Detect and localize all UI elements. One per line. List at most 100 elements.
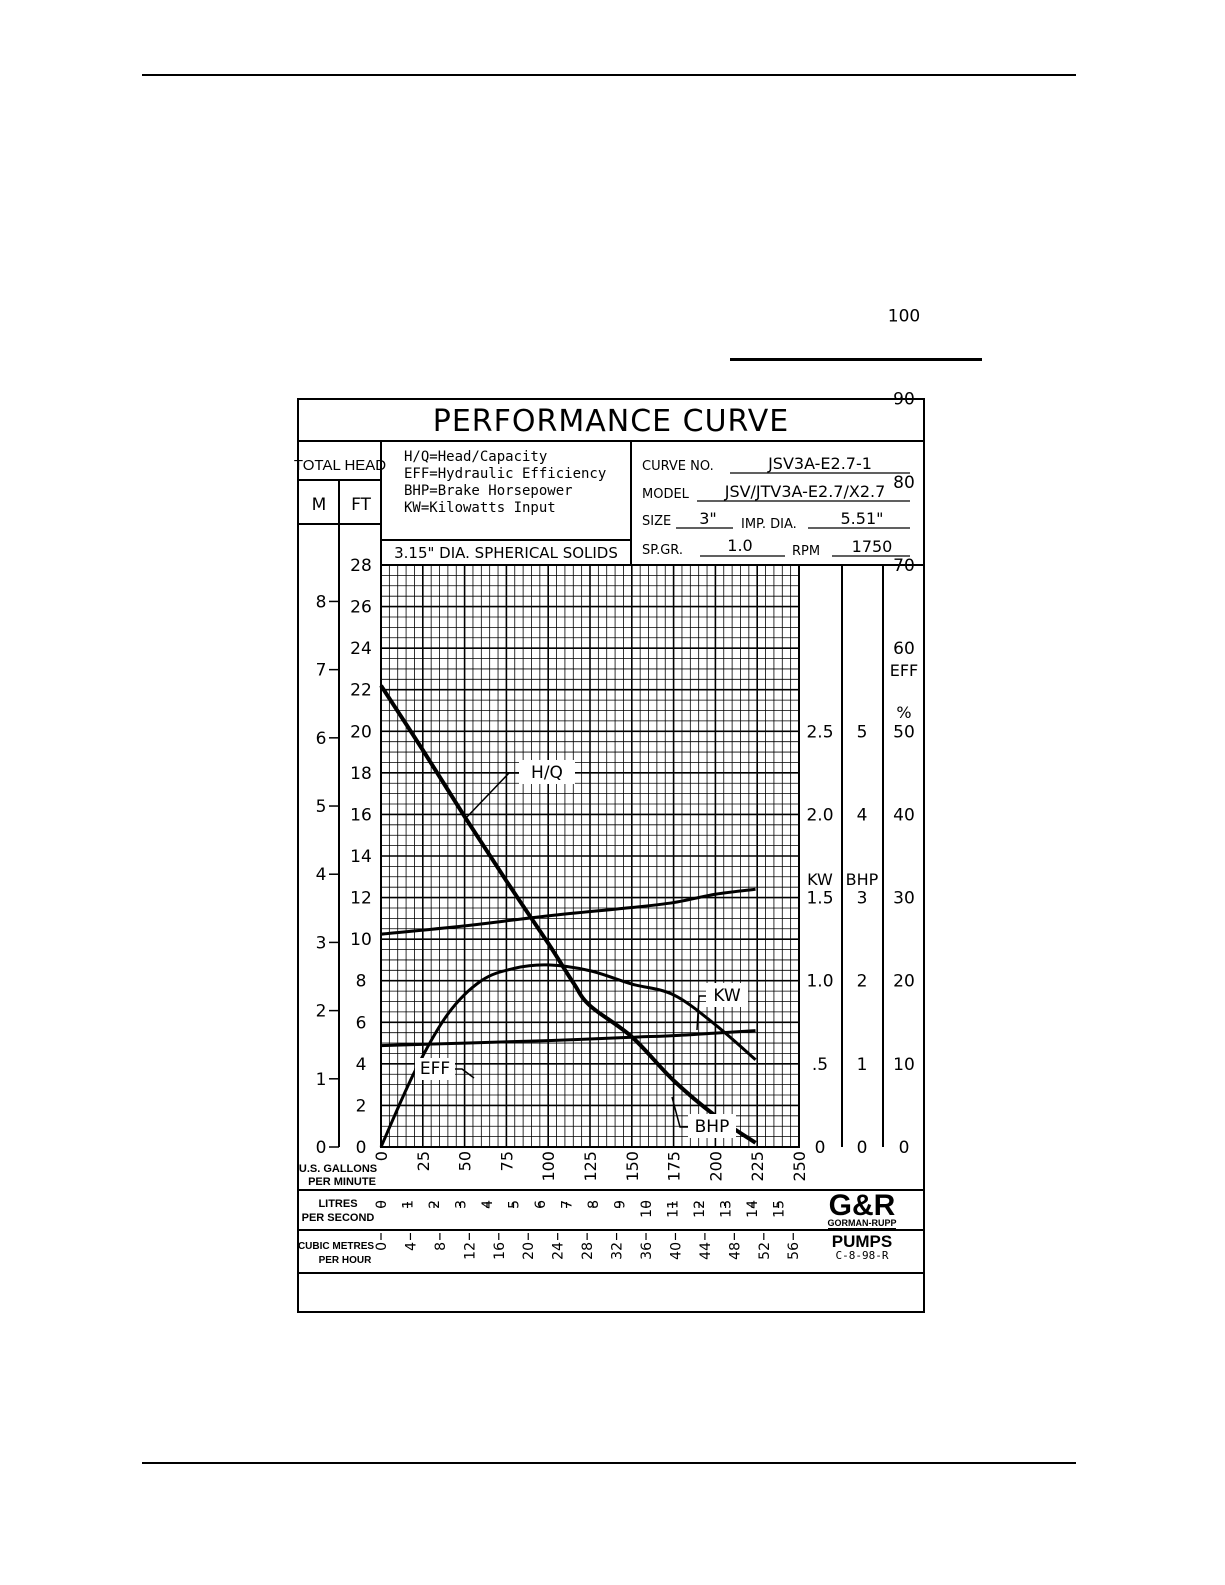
lps-tick-label: 6 [533, 1200, 549, 1209]
kw-tick-label: 2.5 [806, 722, 833, 742]
ft-tick-label: 10 [350, 930, 372, 950]
ft-tick-label: 22 [350, 681, 372, 701]
bhp-curve [380, 1029, 756, 1048]
cmh-tick-label: 28 [580, 1242, 596, 1260]
eff-tick-label: 10 [893, 1055, 915, 1075]
bhp-tick-label: 3 [857, 889, 868, 909]
m-tick-label: 3 [316, 933, 327, 953]
m-tick-label: 1 [316, 1070, 327, 1090]
m-tick-label: 0 [316, 1138, 327, 1158]
lps-tick-label: 0 [374, 1200, 390, 1209]
bhp-tick-label: 0 [857, 1138, 868, 1158]
legend-line-3: BHP=Brake Horsepower [404, 483, 573, 499]
ft-tick-label: 12 [350, 889, 372, 909]
legend-line-1: H/Q=Head/Capacity [404, 449, 547, 465]
ft-tick-label: 6 [356, 1013, 367, 1033]
m-tick-label: 7 [316, 661, 327, 681]
cmh-axis-label-2: PER HOUR [319, 1255, 373, 1266]
chart-curves: H/Q KW EFF BHP [379, 684, 757, 1148]
lps-tick-label: 14 [745, 1200, 761, 1218]
eff-label: EFF [420, 1059, 450, 1079]
gpm-tick-label: 125 [581, 1151, 600, 1182]
cmh-axis-label-1: CUBIC METRES [298, 1241, 374, 1252]
cmh-tick-label: 56 [786, 1242, 802, 1260]
legend-line-2: EFF=Hydraulic Efficiency [404, 466, 606, 482]
m-tick-label: 6 [316, 729, 327, 749]
legend-line-4: KW=Kilowatts Input [404, 500, 556, 516]
bhp-tick-label: 1 [857, 1055, 868, 1075]
hq-label: H/Q [531, 763, 563, 783]
ft-tick-label: 8 [356, 972, 367, 992]
ft-tick-label: 4 [356, 1055, 367, 1075]
imp-dia-label: IMP. DIA. [741, 517, 797, 532]
solids-note: 3.15" DIA. SPHERICAL SOLIDS [394, 544, 618, 562]
bhp-tick-label: 2 [857, 972, 868, 992]
cmh-tick-label: 12 [462, 1242, 478, 1260]
kw-tick-label: 1.5 [806, 889, 833, 909]
ft-tick-label: 26 [350, 598, 372, 618]
curve-no-label: CURVE NO. [642, 459, 714, 474]
lps-tick-label: 8 [586, 1200, 602, 1209]
sp-gr-label: SP.GR. [642, 543, 683, 558]
ft-tick-label: 2 [356, 1096, 367, 1116]
lps-tick-label: 3 [454, 1200, 470, 1209]
eff-tick-label: 30 [893, 889, 915, 909]
cmh-tick-label: 48 [727, 1242, 743, 1260]
ft-tick-label: 28 [350, 556, 372, 576]
gpm-axis-label-2: PER MINUTE [308, 1176, 376, 1188]
gpm-axis-label-1: U.S. GALLONS [299, 1163, 377, 1175]
logo-name: GORMAN-RUPP [828, 1218, 897, 1228]
logo-code: C-8-98-R [836, 1249, 889, 1262]
eff-tick-label: 50 [893, 722, 915, 742]
cmh-tick-label: 8 [433, 1242, 449, 1251]
cmh-tick-label: 40 [668, 1242, 684, 1260]
model-value: JSV/JTV3A-E2.7/X2.7 [724, 482, 886, 501]
kw-label: KW [713, 986, 741, 1006]
gpm-tick-label: 0 [372, 1151, 391, 1161]
bhp-scale-title: BHP [846, 870, 879, 889]
feet-label: FT [351, 495, 371, 515]
cmh-tick-label: 44 [698, 1242, 714, 1260]
sp-gr-value: 1.0 [727, 536, 752, 555]
rpm-label: RPM [792, 544, 820, 559]
cmh-tick-label: 20 [521, 1242, 537, 1260]
gpm-tick-label: 200 [706, 1151, 725, 1182]
eff-tick-label: 0 [899, 1138, 910, 1158]
ft-tick-label: 0 [356, 1138, 367, 1158]
model-label: MODEL [642, 487, 690, 502]
eff-tick-label: 100 [888, 307, 920, 327]
gpm-tick-label: 150 [623, 1151, 642, 1182]
m-tick-label: 2 [316, 1002, 327, 1022]
ft-tick-label: 24 [350, 639, 372, 659]
cmh-tick-label: 16 [492, 1242, 508, 1260]
eff-percent-label: % [896, 703, 911, 722]
page-bottom-rule [142, 1462, 1076, 1464]
lps-tick-label: 5 [507, 1200, 523, 1209]
rpm-value: 1750 [852, 537, 893, 556]
kw-label-bg [706, 983, 748, 1007]
gpm-tick-label: 250 [790, 1151, 809, 1182]
hq-label-bg [519, 760, 575, 784]
hq-curve [379, 684, 757, 1145]
eff-tick-label: 20 [893, 972, 915, 992]
cmh-tick-label: 24 [551, 1242, 567, 1260]
eff-tick-label: 90 [893, 390, 915, 410]
size-value: 3" [699, 509, 717, 528]
eff-scale-title: EFF [890, 661, 919, 680]
eff-tick-label: 70 [893, 556, 915, 576]
lps-tick-label: 1 [401, 1200, 417, 1209]
kw-curve [380, 887, 756, 936]
chart-frame [297, 398, 925, 1313]
lps-tick-label: 2 [427, 1200, 443, 1209]
lps-tick-label: 11 [666, 1200, 682, 1218]
curve-no-value: JSV3A-E2.7-1 [767, 454, 872, 473]
bhp-tick-label: 4 [857, 805, 868, 825]
ft-tick-label: 14 [350, 847, 372, 867]
m-tick-label: 8 [316, 592, 327, 612]
size-label: SIZE [642, 514, 671, 529]
page-top-rule [142, 74, 1076, 76]
cmh-tick-label: 36 [639, 1242, 655, 1260]
gpm-tick-label: 100 [539, 1151, 558, 1182]
